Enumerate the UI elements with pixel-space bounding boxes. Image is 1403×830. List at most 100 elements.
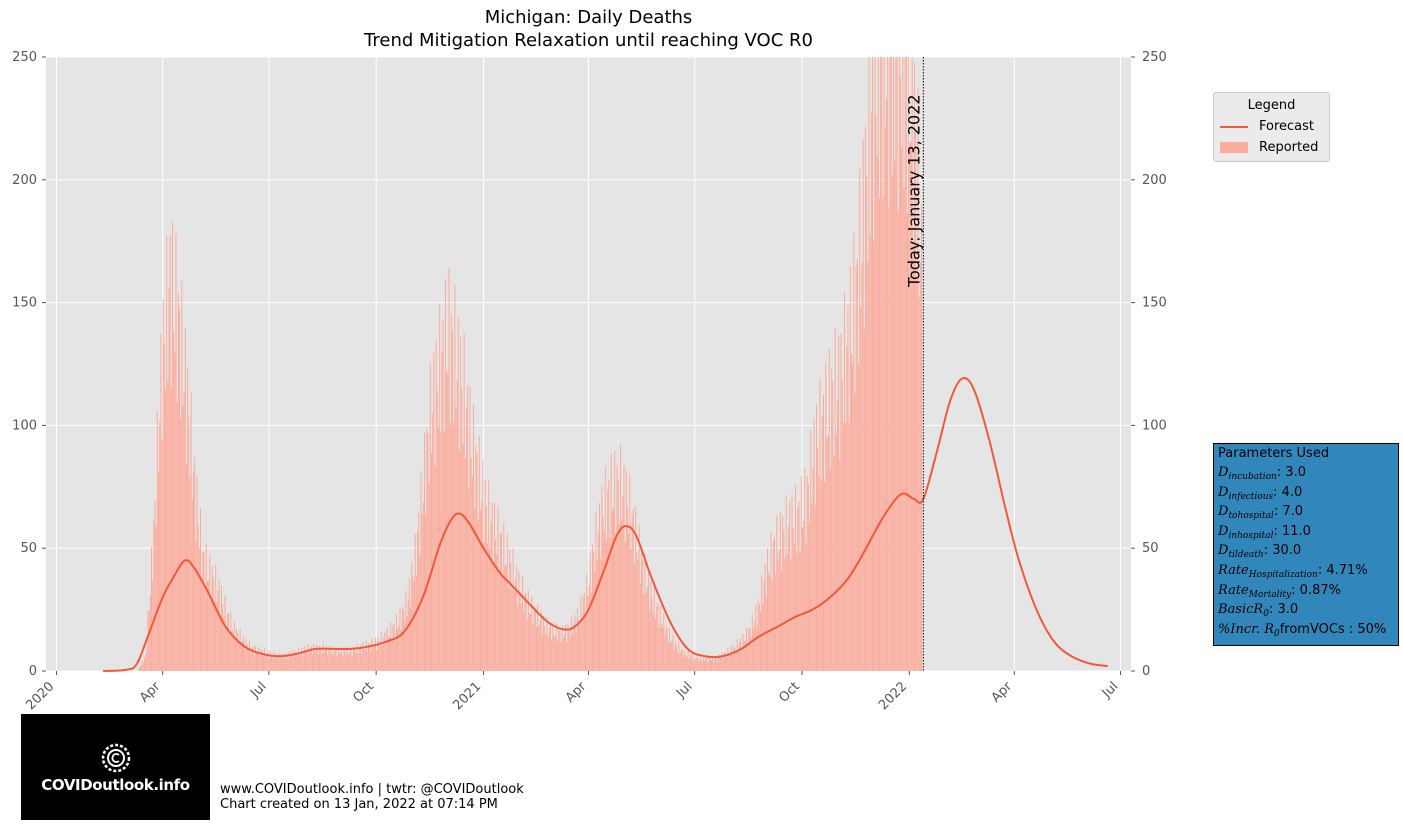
reported-bar [253,654,255,671]
reported-bar [817,447,819,671]
reported-bar [707,661,709,671]
reported-bar [193,470,194,671]
reported-bar [179,308,180,671]
reported-bar [495,539,497,671]
reported-bar [642,560,644,671]
reported-bar [436,390,438,671]
reported-bar [644,553,646,671]
x-tick-label: Apr [989,679,1016,706]
reported-bar [896,57,898,671]
reported-bar [690,654,691,671]
reported-bar [769,575,771,671]
x-tick-label: Jul [673,679,695,701]
reported-bar [751,614,753,671]
reported-bar [716,661,718,671]
reported-bar [704,660,705,671]
reported-bar [453,424,455,671]
reported-bar [564,634,565,671]
reported-bar [156,411,158,671]
reported-bar [882,198,884,671]
reported-bar [893,57,894,671]
reported-bar [638,524,640,671]
reported-bar [711,660,712,671]
y-tick-label-right: 250 [1142,50,1167,65]
reported-bar [825,361,827,671]
reported-bar [163,343,165,671]
reported-bar [517,605,519,671]
reported-bar [254,645,256,671]
reported-bar [267,650,269,671]
reported-bar [651,597,653,671]
reported-bar [714,657,716,671]
reported-bar [383,637,385,671]
reported-bar [578,619,579,671]
reported-bar [279,653,281,671]
reported-bar [345,655,347,671]
reported-bar [831,369,833,671]
reported-bar [373,645,375,671]
reported-bar [606,539,607,671]
reported-bar [921,205,922,671]
reported-bar [615,533,617,671]
reported-bar [613,506,614,671]
reported-bar [695,658,697,671]
reported-bar [855,265,857,671]
reported-bar [832,381,834,671]
reported-bar [611,511,613,671]
reported-bar [508,588,509,671]
reported-bar [399,608,401,671]
reported-bar [527,590,529,671]
reported-bar [203,551,205,671]
reported-bar [273,651,275,671]
reported-bar [504,565,506,671]
reported-bar [329,650,331,671]
reported-bar [816,404,817,671]
reported-bar [294,650,296,671]
reported-bar [813,418,815,671]
reported-bar [326,645,327,671]
reported-bar [555,623,557,671]
reported-bar [301,647,303,671]
reported-bar [349,651,351,671]
reported-bar [252,646,254,671]
reported-bar [291,655,292,671]
reported-bar [173,330,175,671]
reported-bar [441,351,443,671]
reported-bar [277,654,278,671]
reported-bar [494,502,495,671]
reported-bar [630,549,632,671]
reported-bar [873,240,875,671]
reported-bar [432,412,434,671]
reported-bar [520,604,522,671]
y-tick-label-left: 150 [12,296,37,311]
reported-bar [568,629,570,671]
reported-bar [726,656,728,671]
reported-bar [522,575,523,671]
parameters-box: Parameters Used Dincubation: 3.0 Dinfecti… [1213,443,1399,646]
reported-bar [603,531,605,671]
reported-bar [809,522,810,671]
reported-bar [403,610,404,671]
parameter-line: Dinfectious: 4.0 [1218,484,1303,502]
footer-created: Chart created on 13 Jan, 2022 at 07:14 P… [220,797,498,812]
reported-bar [421,514,423,671]
reported-bar [515,579,516,671]
reported-bar [411,561,413,671]
reported-bar [580,595,582,671]
reported-bar [826,437,828,671]
reported-bar [188,417,190,671]
reported-bar [908,57,910,671]
reported-bar [812,466,814,671]
x-tick-label: Oct [776,679,803,706]
reported-bar [386,627,388,671]
x-tick-label: Apr [563,679,590,706]
logo-text: COVIDoutlook.info [41,776,190,794]
reported-bar [715,657,717,671]
reported-bar [788,526,789,671]
reported-bar [719,658,721,671]
reported-bar [431,453,432,671]
reported-bar [581,620,583,671]
reported-bar [331,646,333,671]
reported-bar [258,646,260,671]
reported-bar [554,636,556,671]
